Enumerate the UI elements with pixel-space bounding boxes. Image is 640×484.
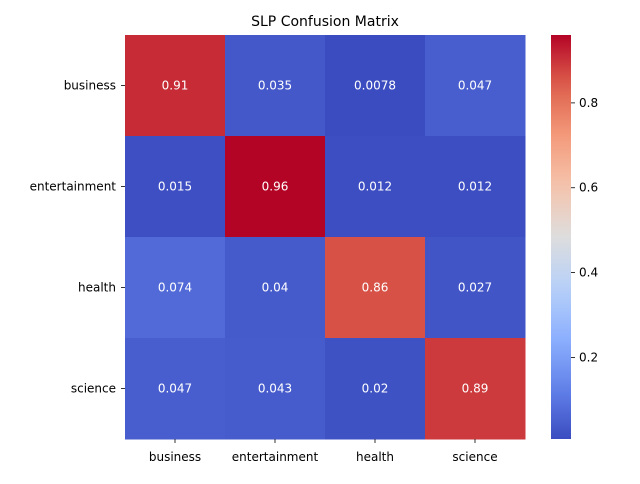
- heatmap-cell-health-health: [325, 237, 426, 339]
- cell-value-label: 0.89: [462, 382, 489, 396]
- y-axis: business entertainment health science: [30, 79, 125, 396]
- heatmap-cell-entertainment-science: [425, 136, 526, 238]
- colorbar-tick-label: 0.4: [579, 266, 598, 280]
- cell-value-label: 0.91: [162, 79, 189, 93]
- heatmap-cell-business-health: [325, 35, 426, 137]
- heatmap-cell-science-science: [425, 338, 526, 440]
- colorbar: 0.2 0.4 0.6 0.8: [551, 35, 598, 439]
- heatmap-cell-entertainment-business: [125, 136, 226, 238]
- x-tick-label-business: business: [149, 450, 201, 464]
- cell-value-label: 0.043: [258, 382, 292, 396]
- heatmap-cell-business-entertainment: [225, 35, 326, 137]
- cell-value-label: 0.0078: [354, 79, 396, 93]
- heatmap-cell-entertainment-entertainment: [225, 136, 326, 238]
- heatmap-cells: [125, 35, 526, 440]
- cell-value-label: 0.035: [258, 79, 292, 93]
- heatmap-annotations: 0.91 0.035 0.0078 0.047 0.015 0.96 0.012 0.012 0…: [158, 79, 492, 396]
- cell-value-label: 0.027: [458, 281, 492, 295]
- x-axis: business entertainment health science: [149, 439, 498, 464]
- cell-value-label: 0.012: [458, 180, 492, 194]
- cell-value-label: 0.047: [158, 382, 192, 396]
- heatmap-cell-science-entertainment: [225, 338, 326, 440]
- heatmap-cell-entertainment-health: [325, 136, 426, 238]
- y-tick-label-business: business: [64, 79, 116, 93]
- heatmap-cell-business-science: [425, 35, 526, 137]
- heatmap-cell-health-business: [125, 237, 226, 339]
- heatmap-cell-health-science: [425, 237, 526, 339]
- heatmap-cell-science-business: [125, 338, 226, 440]
- y-tick-label-science: science: [71, 382, 116, 396]
- colorbar-tick-label: 0.2: [579, 350, 598, 364]
- cell-value-label: 0.96: [262, 180, 289, 194]
- cell-value-label: 0.86: [362, 281, 389, 295]
- colorbar-tick-label: 0.8: [579, 96, 598, 110]
- y-tick-label-entertainment: entertainment: [30, 180, 117, 194]
- heatmap-cell-science-health: [325, 338, 426, 440]
- cell-value-label: 0.074: [158, 281, 192, 295]
- heatmap-cell-business-business: [125, 35, 226, 137]
- heatmap-cell-health-entertainment: [225, 237, 326, 339]
- x-tick-label-health: health: [356, 450, 394, 464]
- colorbar-tick-label: 0.6: [579, 181, 598, 195]
- y-tick-label-health: health: [78, 281, 116, 295]
- cell-value-label: 0.012: [358, 180, 392, 194]
- cell-value-label: 0.015: [158, 180, 192, 194]
- chart-title: SLP Confusion Matrix: [251, 14, 399, 30]
- colorbar-ticks: 0.2 0.4 0.6 0.8: [571, 96, 598, 364]
- x-tick-label-science: science: [452, 450, 497, 464]
- cell-value-label: 0.04: [262, 281, 289, 295]
- cell-value-label: 0.047: [458, 79, 492, 93]
- x-tick-label-entertainment: entertainment: [232, 450, 319, 464]
- colorbar-gradient: [551, 35, 571, 439]
- cell-value-label: 0.02: [362, 382, 389, 396]
